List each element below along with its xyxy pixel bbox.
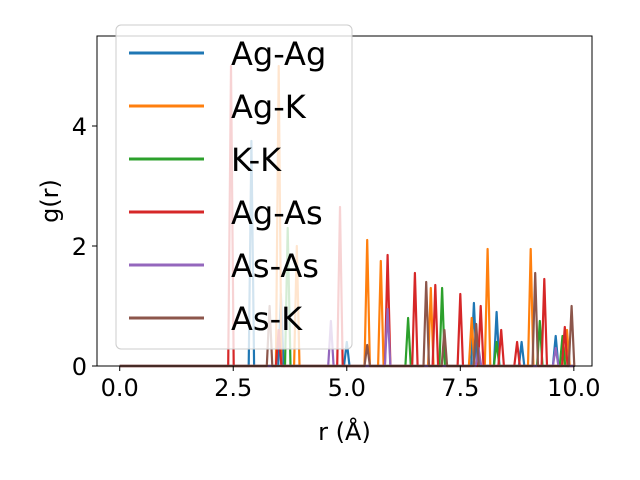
- y-tick-label: 2: [72, 233, 87, 261]
- legend: Ag-Ag Ag-K K-K Ag-As As-As As-K: [115, 24, 353, 350]
- legend-label: Ag-As: [231, 194, 323, 232]
- x-axis-label: r (Å): [318, 417, 371, 446]
- legend-label: Ag-Ag: [231, 35, 326, 73]
- y-tick-label: 0: [72, 353, 87, 381]
- x-tick-label: 7.5: [441, 374, 479, 402]
- y-tick-label: 4: [72, 113, 87, 141]
- legend-label: As-As: [231, 247, 319, 285]
- y-axis-label: g(r): [36, 179, 64, 223]
- x-tick-label: 5.0: [328, 374, 366, 402]
- legend-label: K-K: [231, 141, 282, 179]
- x-tick-label: 0.0: [101, 374, 139, 402]
- x-axis-ticks: 0.0 2.5 5.0 7.5 10.0: [101, 366, 601, 402]
- legend-label: As-K: [231, 300, 303, 338]
- y-axis-ticks: 0 2 4: [72, 113, 97, 381]
- legend-label: Ag-K: [231, 88, 307, 126]
- x-tick-label: 10.0: [547, 374, 600, 402]
- x-tick-label: 2.5: [214, 374, 252, 402]
